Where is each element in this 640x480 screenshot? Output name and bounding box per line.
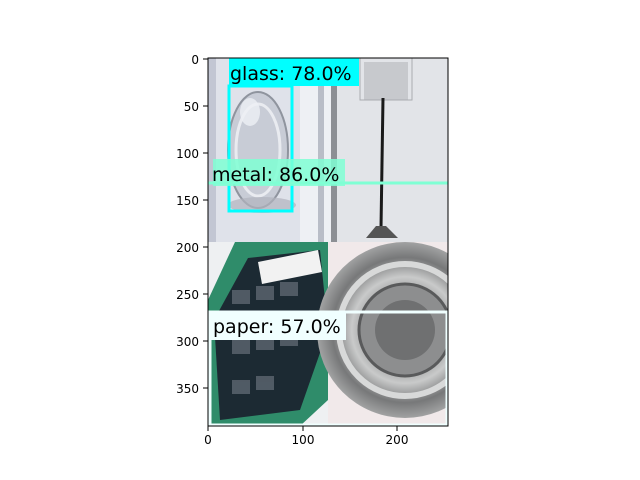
- y-tick-label: 50: [184, 100, 199, 114]
- y-tick-label: 300: [176, 335, 199, 349]
- wall-pole-tile: [331, 58, 448, 242]
- y-axis: 0 50 100 150 200 250 300 350: [176, 53, 208, 396]
- x-axis: 0 100 200: [204, 426, 408, 447]
- y-tick-label: 0: [191, 53, 199, 67]
- x-tick-label: 200: [386, 433, 409, 447]
- y-tick-label: 150: [176, 194, 199, 208]
- detection-metal: metal: 86.0%: [208, 159, 448, 186]
- metal-can-tile: [317, 242, 448, 426]
- detection-glass: glass: 78.0%: [227, 58, 359, 213]
- x-tick-label: 0: [204, 433, 212, 447]
- y-tick-label: 350: [176, 382, 199, 396]
- detection-label: glass: 78.0%: [230, 63, 352, 85]
- x-tick-label: 100: [292, 433, 315, 447]
- y-tick-label: 250: [176, 288, 199, 302]
- detection-label-bg: [210, 312, 346, 340]
- detection-label: paper: 57.0%: [213, 316, 341, 338]
- detection-label: metal: 86.0%: [212, 164, 339, 186]
- axes-frame: [207, 57, 449, 427]
- detection-label-bg: [213, 159, 345, 186]
- detection-label-bg: [229, 58, 359, 86]
- glass-jar-tile: [208, 58, 331, 242]
- y-tick-label: 100: [176, 147, 199, 161]
- y-tick-label: 200: [176, 241, 199, 255]
- detection-paper: paper: 57.0%: [208, 310, 449, 427]
- photo: [208, 58, 448, 426]
